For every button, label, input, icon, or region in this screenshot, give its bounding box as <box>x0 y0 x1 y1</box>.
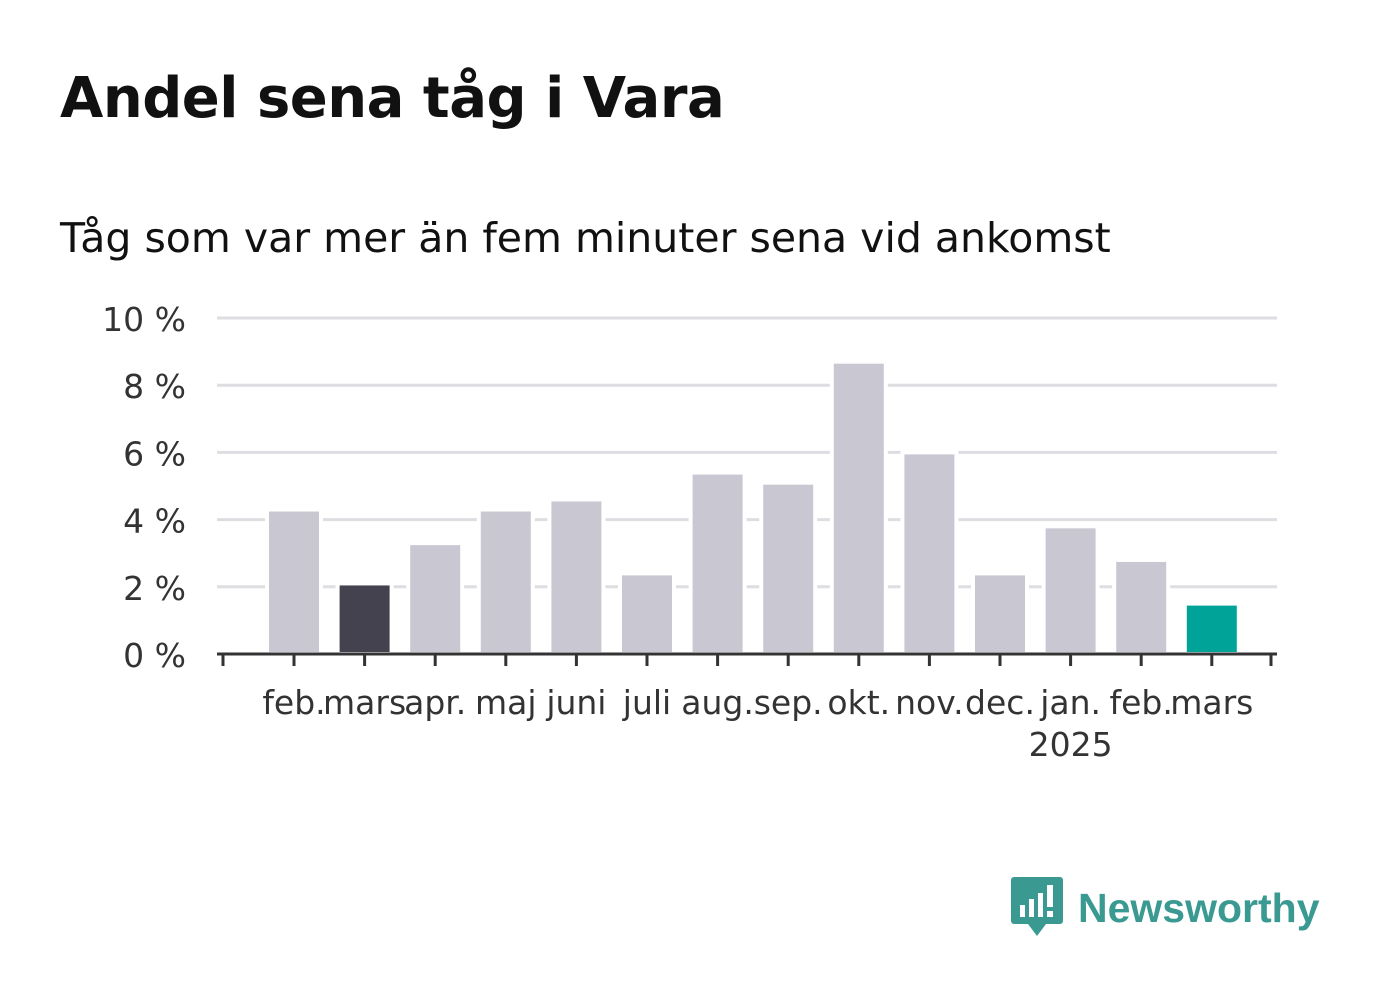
chart-subtitle: Tåg som var mer än fem minuter sena vid … <box>60 214 1111 262</box>
y-tick-label: 0 % <box>123 636 186 675</box>
bar <box>618 571 676 656</box>
x-tick-label: okt. <box>827 683 890 722</box>
brand-name: Newsworthy <box>1078 884 1320 931</box>
bar <box>971 571 1029 656</box>
y-tick-label: 2 % <box>123 569 186 608</box>
x-tick-label: dec. <box>965 683 1035 722</box>
bar <box>476 507 535 656</box>
x-tick-label: jan. <box>1039 683 1101 722</box>
y-tick-label: 10 % <box>102 300 186 339</box>
x-tick-label: sep. <box>754 683 823 722</box>
bar <box>688 470 747 656</box>
x-tick-label: mars <box>1170 683 1253 722</box>
bar <box>265 507 323 656</box>
bar <box>829 359 888 656</box>
x-tick-label: juli <box>622 683 671 722</box>
bar <box>1112 557 1171 656</box>
x-tick-label: feb. <box>262 683 325 722</box>
chart-title: Andel sena tåg i Vara <box>60 66 725 131</box>
newsworthy-brand: Newsworthy <box>1010 876 1320 940</box>
bar <box>547 497 606 656</box>
x-tick-label: feb. <box>1110 683 1173 722</box>
x-tick-label: mars <box>323 683 406 722</box>
bar <box>335 581 394 656</box>
x-tick-label: nov. <box>895 683 964 722</box>
bars <box>265 359 1241 657</box>
x-tick-label: aug. <box>681 683 754 722</box>
x-axis <box>217 652 1277 666</box>
bar <box>1182 601 1241 656</box>
x-tick-label: juni <box>545 683 606 722</box>
grid-lines <box>217 316 1277 589</box>
x-tick-label: maj <box>475 683 537 722</box>
bar <box>406 541 465 656</box>
bar <box>1041 524 1100 657</box>
y-tick-label: 4 % <box>123 502 186 541</box>
y-tick-label: 8 % <box>123 367 186 406</box>
x-tick-label: apr. <box>404 683 466 722</box>
bar <box>759 480 818 657</box>
bar <box>900 450 959 656</box>
newsworthy-logo-icon <box>1010 875 1064 941</box>
y-tick-label: 6 % <box>123 434 186 473</box>
x-year-label: 2025 <box>1029 725 1113 764</box>
